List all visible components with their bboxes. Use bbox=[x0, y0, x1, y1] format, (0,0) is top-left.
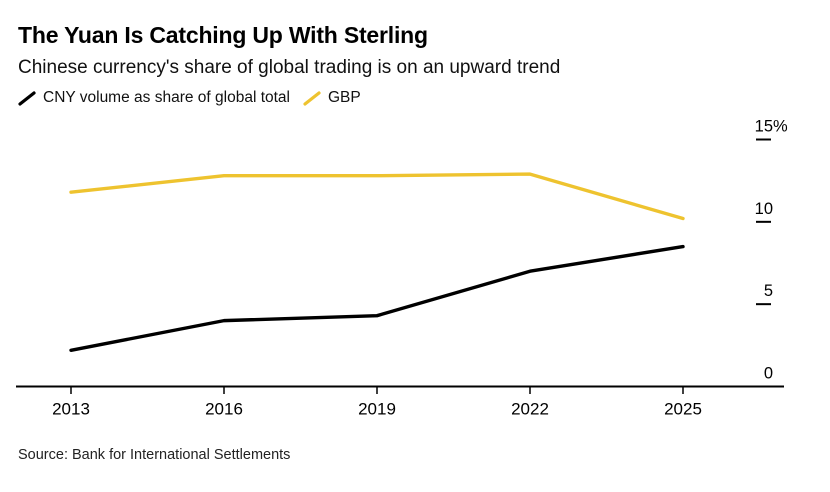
x-tick-label: 2022 bbox=[511, 400, 549, 419]
series-line-gbp bbox=[69, 172, 685, 221]
y-tick-label: 0 bbox=[764, 365, 773, 383]
line-chart: 2013 2016 2019 2022 2025 0 5 10 15% bbox=[16, 117, 788, 419]
gbp-line-swatch-icon bbox=[303, 90, 321, 106]
chart-subtitle: Chinese currency's share of global tradi… bbox=[18, 57, 561, 78]
chart-title: The Yuan Is Catching Up With Sterling bbox=[18, 22, 428, 48]
x-tick-label: 2016 bbox=[205, 400, 243, 419]
cny-line-swatch-icon bbox=[18, 90, 36, 106]
x-tick-label: 2025 bbox=[664, 400, 702, 419]
y-tick-percent-label: % bbox=[773, 117, 788, 135]
x-tick-label: 2013 bbox=[52, 400, 90, 419]
legend-label-gbp: GBP bbox=[328, 89, 361, 106]
legend-item-gbp: GBP bbox=[303, 89, 361, 107]
source-note: Source: Bank for International Settlemen… bbox=[18, 447, 291, 463]
y-tick-label: 10 bbox=[755, 200, 773, 218]
chart-legend: CNY volume as share of global total GBP bbox=[18, 89, 361, 107]
x-tick-label: 2019 bbox=[358, 400, 396, 419]
legend-label-cny: CNY volume as share of global total bbox=[43, 89, 290, 106]
series-line-cny bbox=[69, 244, 685, 352]
y-tick-label: 15 bbox=[755, 117, 773, 135]
y-tick-label: 5 bbox=[764, 282, 773, 300]
legend-item-cny: CNY volume as share of global total bbox=[18, 89, 290, 107]
